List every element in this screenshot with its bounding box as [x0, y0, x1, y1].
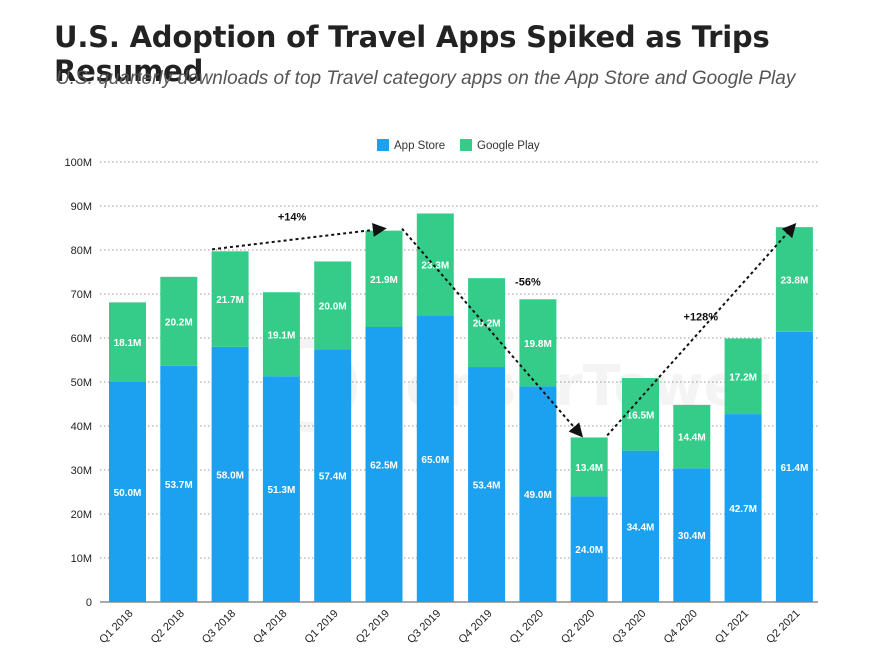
bar-google-play	[109, 302, 146, 382]
value-label-google-play: 21.7M	[216, 295, 244, 306]
bar-google-play	[416, 213, 454, 316]
legend-label-google-play: Google Play	[477, 140, 540, 152]
value-label-google-play: 13.4M	[575, 463, 603, 474]
annotation-label: -56%	[515, 276, 541, 288]
bar-app-store	[468, 367, 506, 602]
y-tick-label: 100M	[64, 157, 92, 169]
y-tick-label: 90M	[71, 201, 92, 213]
annotation-label: +14%	[278, 212, 307, 224]
chart-title: U.S. Adoption of Travel Apps Spiked as T…	[54, 20, 770, 88]
bar-google-play	[673, 404, 711, 469]
x-tick-label: Q4 2018	[251, 608, 289, 646]
bar-google-play	[775, 227, 813, 332]
value-label-google-play: 19.1M	[268, 330, 296, 341]
value-label-google-play: 20.2M	[165, 317, 193, 328]
x-tick-label: Q1 2021	[713, 608, 751, 646]
bar-app-store	[314, 349, 352, 602]
y-tick-label: 80M	[71, 245, 92, 257]
y-tick-label: 60M	[71, 333, 92, 345]
bar-app-store	[262, 376, 300, 602]
x-tick-label: Q4 2019	[456, 608, 494, 646]
x-tick-label: Q2 2018	[149, 608, 187, 646]
y-tick-label: 30M	[71, 465, 92, 477]
y-tick-label: 70M	[71, 289, 92, 301]
chart-subtitle: U.S. quarterly downloads of top Travel c…	[56, 68, 796, 89]
value-label-app-store: 65.0M	[421, 455, 449, 466]
bar-google-play	[570, 437, 608, 497]
legend-label-app-store: App Store	[394, 140, 445, 152]
x-tick-label: Q4 2020	[662, 608, 700, 646]
bar-google-play	[314, 261, 352, 350]
x-tick-label: Q1 2020	[508, 608, 546, 646]
bar-app-store	[365, 327, 403, 602]
bar-google-play	[724, 338, 762, 415]
x-tick-label: Q2 2021	[764, 608, 802, 646]
value-label-google-play: 16.5M	[627, 410, 655, 421]
value-label-app-store: 62.5M	[370, 461, 398, 472]
trend-arrow	[211, 223, 387, 251]
x-tick-label: Q2 2019	[354, 608, 392, 646]
value-label-google-play: 14.4M	[678, 433, 706, 444]
y-tick-label: 0	[86, 597, 92, 609]
value-label-app-store: 24.0M	[575, 545, 603, 556]
trend-arrow	[401, 227, 584, 438]
x-tick-label: Q1 2018	[97, 608, 135, 646]
annotation-label: +128%	[684, 311, 719, 323]
bar-google-play	[365, 230, 403, 327]
bar-google-play	[622, 378, 659, 451]
bar-app-store	[416, 316, 454, 602]
value-label-google-play: 18.1M	[114, 338, 142, 349]
bar-app-store	[519, 386, 557, 602]
value-label-app-store: 51.3M	[268, 485, 296, 496]
value-label-app-store: 61.4M	[781, 463, 809, 474]
value-label-app-store: 58.0M	[216, 470, 244, 481]
trend-arrow	[606, 223, 797, 437]
value-label-app-store: 50.0M	[114, 488, 142, 499]
bar-app-store	[673, 468, 711, 602]
bar-app-store	[775, 331, 813, 602]
bar-app-store	[570, 496, 608, 602]
value-label-app-store: 53.4M	[473, 481, 501, 492]
value-label-google-play: 19.8M	[524, 339, 552, 350]
value-label-google-play: 23.8M	[781, 275, 809, 286]
bar-app-store	[211, 346, 249, 602]
value-label-google-play: 17.2M	[729, 372, 757, 383]
value-label-app-store: 34.4M	[627, 522, 655, 533]
value-label-app-store: 30.4M	[678, 531, 706, 542]
value-label-app-store: 49.0M	[524, 490, 552, 501]
y-tick-label: 40M	[71, 421, 92, 433]
x-tick-label: Q2 2020	[559, 608, 597, 646]
value-label-google-play: 21.9M	[370, 275, 398, 286]
value-label-app-store: 53.7M	[165, 480, 193, 491]
value-label-google-play: 20.0M	[319, 301, 347, 312]
x-tick-label: Q3 2020	[610, 608, 648, 646]
y-tick-label: 20M	[71, 509, 92, 521]
value-label-app-store: 57.4M	[319, 472, 347, 483]
bar-app-store	[160, 365, 198, 602]
legend-swatch-google-play	[460, 139, 472, 151]
bar-google-play	[519, 299, 557, 387]
bar-google-play	[262, 292, 300, 377]
x-tick-label: Q3 2018	[200, 608, 238, 646]
bar-google-play	[211, 251, 249, 347]
bar-google-play	[468, 278, 506, 368]
bar-app-store	[109, 382, 146, 602]
y-tick-label: 10M	[71, 553, 92, 565]
value-label-app-store: 42.7M	[729, 504, 757, 515]
legend-swatch-app-store	[377, 139, 389, 151]
y-tick-label: 50M	[71, 377, 92, 389]
bar-app-store	[622, 450, 659, 602]
bar-google-play	[160, 276, 198, 366]
x-tick-label: Q3 2019	[405, 608, 443, 646]
x-tick-label: Q1 2019	[302, 608, 340, 646]
value-label-google-play: 20.2M	[473, 319, 501, 330]
bar-app-store	[724, 414, 762, 602]
